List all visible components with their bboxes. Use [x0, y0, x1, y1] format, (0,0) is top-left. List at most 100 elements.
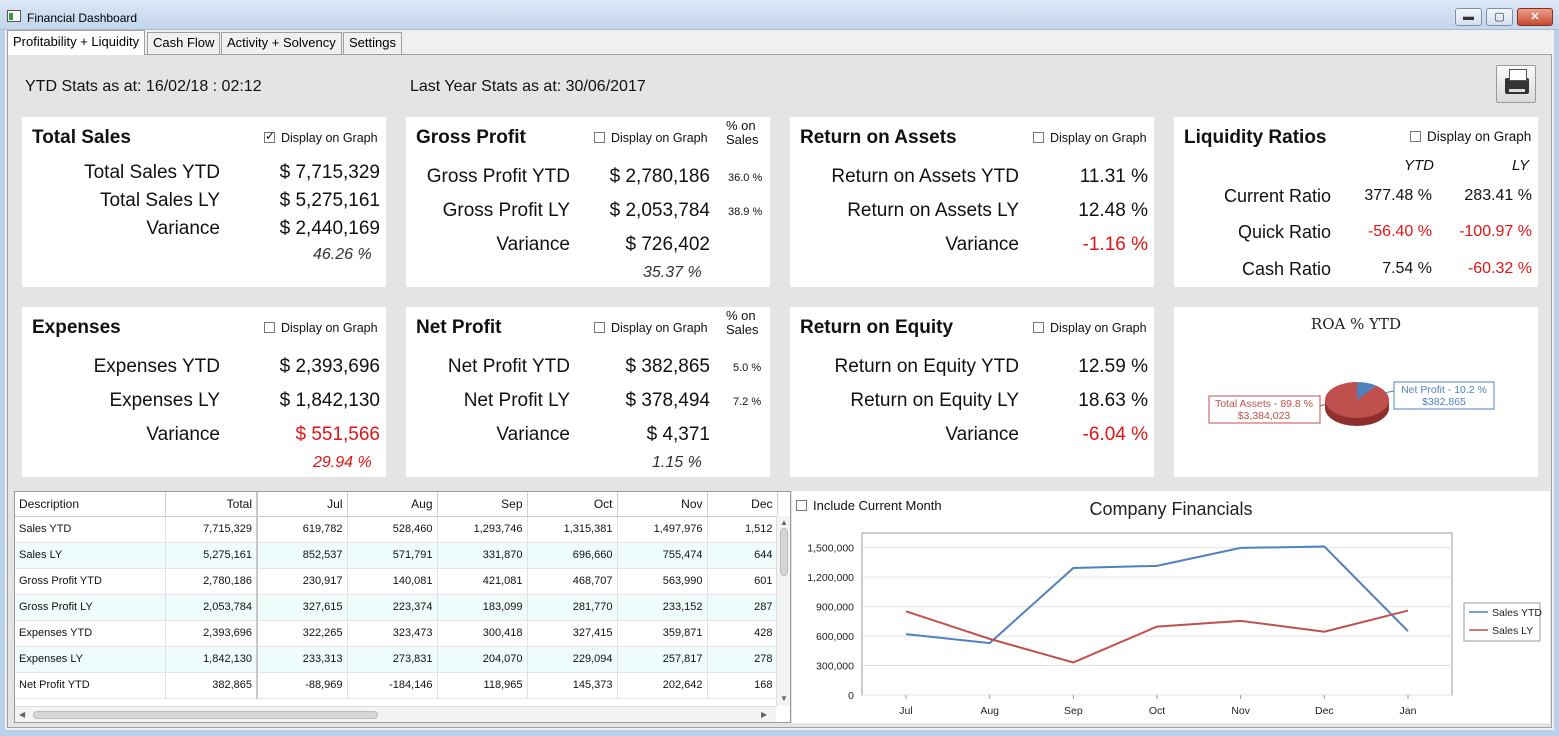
include-current-month-checkbox[interactable]: Include Current Month: [796, 498, 942, 513]
column-header-total[interactable]: Total: [165, 492, 258, 517]
checkbox-box[interactable]: [594, 132, 605, 143]
value-cell[interactable]: 281,770: [527, 594, 618, 621]
tab-settings[interactable]: Settings: [343, 32, 402, 54]
value-cell[interactable]: 322,265: [257, 620, 348, 647]
value-cell[interactable]: 7,715,329: [165, 516, 258, 543]
value-cell[interactable]: 327,415: [527, 620, 618, 647]
value-cell[interactable]: 359,871: [617, 620, 708, 647]
minimize-button[interactable]: ▬: [1455, 8, 1482, 26]
value-cell[interactable]: 233,152: [617, 594, 708, 621]
value-cell[interactable]: 2,393,696: [165, 620, 258, 647]
table-row[interactable]: Net Profit YTD 382,865 -88,969 -184,146 118,…: [15, 672, 778, 699]
row-description-cell[interactable]: Gross Profit LY: [15, 594, 166, 621]
row-description-cell[interactable]: Sales LY: [15, 542, 166, 569]
roa-display-checkbox[interactable]: Display on Graph: [1033, 131, 1147, 145]
value-cell[interactable]: 382,865: [165, 672, 258, 699]
value-cell[interactable]: 145,373: [527, 672, 618, 699]
table-row[interactable]: Sales YTD 7,715,329 619,782 528,460 1,293,74…: [15, 516, 778, 543]
value-cell[interactable]: -184,146: [347, 672, 438, 699]
value-cell[interactable]: 2,780,186: [165, 568, 258, 595]
value-cell[interactable]: 601: [707, 568, 778, 595]
value-cell[interactable]: 118,965: [437, 672, 528, 699]
column-header-jul[interactable]: Jul: [257, 492, 348, 517]
value-cell[interactable]: 223,374: [347, 594, 438, 621]
row-description-cell[interactable]: Gross Profit YTD: [15, 568, 166, 595]
checkbox-box[interactable]: [1033, 132, 1044, 143]
value-cell[interactable]: -88,969: [257, 672, 348, 699]
table-row[interactable]: Expenses YTD 2,393,696 322,265 323,473 300,4…: [15, 620, 778, 647]
scroll-up-icon[interactable]: ▲: [780, 518, 788, 527]
value-cell[interactable]: 204,070: [437, 646, 528, 673]
value-cell[interactable]: 5,275,161: [165, 542, 258, 569]
row-description-cell[interactable]: Expenses YTD: [15, 620, 166, 647]
value-cell[interactable]: 644: [707, 542, 778, 569]
checkbox-box[interactable]: [1033, 322, 1044, 333]
row-description-cell[interactable]: Sales YTD: [15, 516, 166, 543]
row-description-cell[interactable]: Expenses LY: [15, 646, 166, 673]
tab-cash-flow[interactable]: Cash Flow: [147, 32, 221, 54]
maximize-button[interactable]: ▢: [1486, 8, 1513, 26]
financial-data-grid[interactable]: Description Total Jul Aug Sep Oct Nov De…: [14, 491, 791, 723]
horizontal-scroll-thumb[interactable]: [33, 711, 378, 719]
value-cell[interactable]: 571,791: [347, 542, 438, 569]
value-cell[interactable]: 323,473: [347, 620, 438, 647]
value-cell[interactable]: 278: [707, 646, 778, 673]
vertical-scrollbar[interactable]: ▲ ▼: [776, 516, 790, 706]
value-cell[interactable]: 202,642: [617, 672, 708, 699]
scroll-down-icon[interactable]: ▼: [780, 694, 788, 703]
close-button[interactable]: ✕: [1517, 8, 1553, 26]
value-cell[interactable]: 468,707: [527, 568, 618, 595]
liquidity-display-checkbox[interactable]: Display on Graph: [1410, 129, 1531, 144]
tab-activity-solvency[interactable]: Activity + Solvency: [221, 32, 342, 54]
column-header-dec[interactable]: Dec: [707, 492, 778, 517]
expenses-display-checkbox[interactable]: Display on Graph: [264, 321, 378, 335]
column-header-nov[interactable]: Nov: [617, 492, 708, 517]
checkbox-box[interactable]: [1410, 131, 1421, 142]
total-sales-display-checkbox[interactable]: Display on Graph: [264, 129, 378, 145]
value-cell[interactable]: 331,870: [437, 542, 528, 569]
checkbox-box[interactable]: [594, 322, 605, 333]
value-cell[interactable]: 140,081: [347, 568, 438, 595]
row-description-cell[interactable]: Net Profit YTD: [15, 672, 166, 699]
tab-profitability-liquidity[interactable]: Profitability + Liquidity: [7, 30, 146, 55]
value-cell[interactable]: 1,293,746: [437, 516, 528, 543]
value-cell[interactable]: 287: [707, 594, 778, 621]
value-cell[interactable]: 528,460: [347, 516, 438, 543]
value-cell[interactable]: 755,474: [617, 542, 708, 569]
value-cell[interactable]: 257,817: [617, 646, 708, 673]
table-row[interactable]: Gross Profit YTD 2,780,186 230,917 140,081 4…: [15, 568, 778, 595]
value-cell[interactable]: 563,990: [617, 568, 708, 595]
value-cell[interactable]: 1,497,976: [617, 516, 708, 543]
print-button[interactable]: [1496, 65, 1536, 103]
value-cell[interactable]: 233,313: [257, 646, 348, 673]
value-cell[interactable]: 230,917: [257, 568, 348, 595]
value-cell[interactable]: 168: [707, 672, 778, 699]
table-row[interactable]: Gross Profit LY 2,053,784 327,615 223,374 18…: [15, 594, 778, 621]
value-cell[interactable]: 1,512: [707, 516, 778, 543]
value-cell[interactable]: 696,660: [527, 542, 618, 569]
gross-profit-display-checkbox[interactable]: Display on Graph: [594, 131, 708, 145]
value-cell[interactable]: 1,842,130: [165, 646, 258, 673]
roe-display-checkbox[interactable]: Display on Graph: [1033, 321, 1147, 335]
vertical-scroll-thumb[interactable]: [780, 528, 788, 576]
value-cell[interactable]: 421,081: [437, 568, 528, 595]
value-cell[interactable]: 300,418: [437, 620, 528, 647]
value-cell[interactable]: 852,537: [257, 542, 348, 569]
scroll-left-icon[interactable]: ◀: [19, 710, 26, 719]
table-row[interactable]: Expenses LY 1,842,130 233,313 273,831 204,07…: [15, 646, 778, 673]
column-header-oct[interactable]: Oct: [527, 492, 618, 517]
scroll-right-icon[interactable]: ▶: [761, 710, 768, 719]
checkbox-box[interactable]: [264, 322, 275, 333]
value-cell[interactable]: 183,099: [437, 594, 528, 621]
checkbox-box[interactable]: [264, 129, 275, 143]
horizontal-scrollbar[interactable]: ◀ ▶: [15, 706, 776, 722]
table-row[interactable]: Sales LY 5,275,161 852,537 571,791 331,870 69…: [15, 542, 778, 569]
checkbox-box[interactable]: [796, 500, 807, 511]
value-cell[interactable]: 229,094: [527, 646, 618, 673]
value-cell[interactable]: 273,831: [347, 646, 438, 673]
column-header-aug[interactable]: Aug: [347, 492, 438, 517]
value-cell[interactable]: 619,782: [257, 516, 348, 543]
net-profit-display-checkbox[interactable]: Display on Graph: [594, 321, 708, 335]
value-cell[interactable]: 2,053,784: [165, 594, 258, 621]
column-header-description[interactable]: Description: [15, 492, 166, 517]
